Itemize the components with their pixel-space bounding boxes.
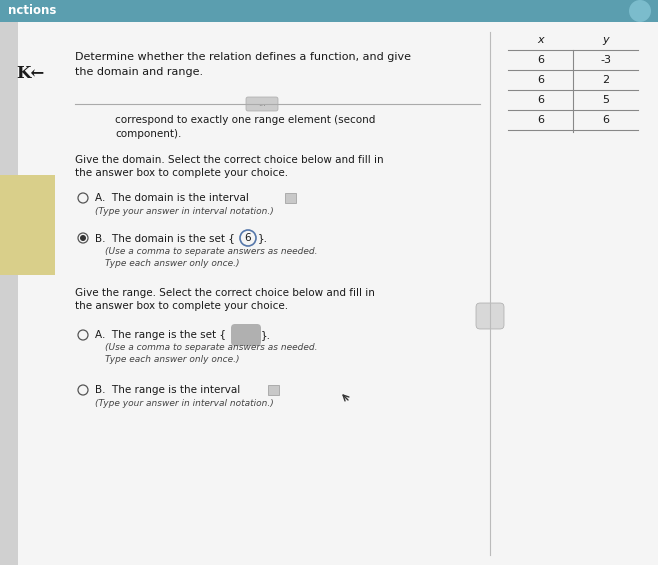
Text: A.  The range is the set {: A. The range is the set {: [95, 330, 226, 340]
Text: component).: component).: [115, 129, 182, 139]
Circle shape: [629, 0, 651, 22]
Circle shape: [80, 235, 86, 241]
Text: 5: 5: [602, 95, 609, 105]
Text: B.  The domain is the set {: B. The domain is the set {: [95, 233, 235, 243]
Text: (Use a comma to separate answers as needed.: (Use a comma to separate answers as need…: [105, 246, 318, 255]
Text: 6: 6: [245, 233, 251, 243]
Text: 6: 6: [602, 115, 609, 125]
Text: Determine whether the relation defines a function, and give: Determine whether the relation defines a…: [75, 52, 411, 62]
Text: the domain and range.: the domain and range.: [75, 67, 203, 77]
Text: 2: 2: [602, 75, 609, 85]
Text: }.: }.: [261, 330, 271, 340]
FancyBboxPatch shape: [0, 22, 658, 565]
Text: Type each answer only once.): Type each answer only once.): [105, 259, 240, 267]
Text: correspond to exactly one range element (second: correspond to exactly one range element …: [115, 115, 375, 125]
Text: B.  The range is the interval: B. The range is the interval: [95, 385, 240, 395]
FancyBboxPatch shape: [285, 193, 296, 203]
Text: nctions: nctions: [8, 5, 57, 18]
Text: (Use a comma to separate answers as needed.: (Use a comma to separate answers as need…: [105, 344, 318, 353]
FancyBboxPatch shape: [0, 22, 18, 565]
Text: the answer box to complete your choice.: the answer box to complete your choice.: [75, 168, 288, 178]
Text: 6: 6: [537, 55, 544, 65]
Text: K←: K←: [16, 66, 44, 82]
Text: x: x: [537, 35, 544, 45]
Text: (Type your answer in interval notation.): (Type your answer in interval notation.): [95, 398, 274, 407]
Text: }.: }.: [258, 233, 268, 243]
Text: ...: ...: [258, 99, 266, 108]
FancyBboxPatch shape: [246, 97, 278, 111]
FancyBboxPatch shape: [268, 385, 279, 395]
Text: Type each answer only once.): Type each answer only once.): [105, 355, 240, 364]
FancyBboxPatch shape: [0, 0, 658, 22]
Text: 6: 6: [537, 115, 544, 125]
FancyBboxPatch shape: [0, 175, 55, 275]
Text: 6: 6: [537, 75, 544, 85]
Text: Give the range. Select the correct choice below and fill in: Give the range. Select the correct choic…: [75, 288, 375, 298]
Text: A.  The domain is the interval: A. The domain is the interval: [95, 193, 249, 203]
Text: y: y: [602, 35, 609, 45]
FancyBboxPatch shape: [231, 324, 261, 346]
Text: -3: -3: [600, 55, 611, 65]
Text: 6: 6: [537, 95, 544, 105]
Text: the answer box to complete your choice.: the answer box to complete your choice.: [75, 301, 288, 311]
Text: Give the domain. Select the correct choice below and fill in: Give the domain. Select the correct choi…: [75, 155, 384, 165]
Text: (Type your answer in interval notation.): (Type your answer in interval notation.): [95, 206, 274, 215]
FancyBboxPatch shape: [476, 303, 504, 329]
